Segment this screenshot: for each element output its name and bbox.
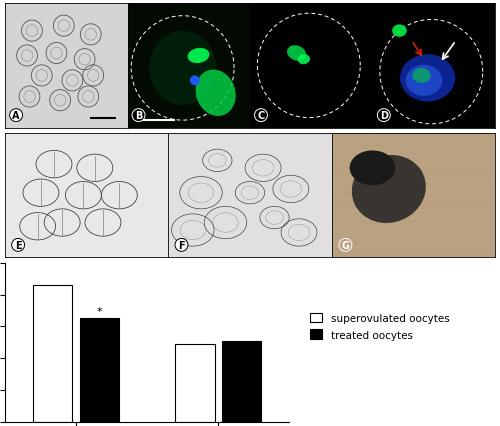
Ellipse shape (400, 55, 455, 102)
Circle shape (350, 151, 396, 186)
Bar (80, 319, 120, 422)
Ellipse shape (149, 32, 216, 106)
Text: *: * (96, 306, 102, 316)
Text: C: C (258, 111, 264, 121)
Ellipse shape (392, 25, 407, 38)
Text: G: G (342, 240, 349, 250)
Ellipse shape (352, 155, 426, 224)
Ellipse shape (298, 55, 310, 65)
Text: F: F (178, 240, 185, 250)
Bar (175, 344, 214, 422)
Ellipse shape (188, 49, 210, 64)
Legend: superovulated oocytes, treated oocytes: superovulated oocytes, treated oocytes (304, 308, 454, 345)
Ellipse shape (406, 66, 442, 97)
Text: E: E (15, 240, 22, 250)
Bar (32, 285, 72, 422)
Bar (222, 341, 262, 422)
Text: D: D (380, 111, 388, 121)
Ellipse shape (287, 46, 306, 62)
Ellipse shape (196, 70, 236, 117)
Circle shape (190, 76, 200, 86)
Text: A: A (12, 111, 20, 121)
Ellipse shape (412, 69, 430, 83)
Text: B: B (135, 111, 142, 121)
